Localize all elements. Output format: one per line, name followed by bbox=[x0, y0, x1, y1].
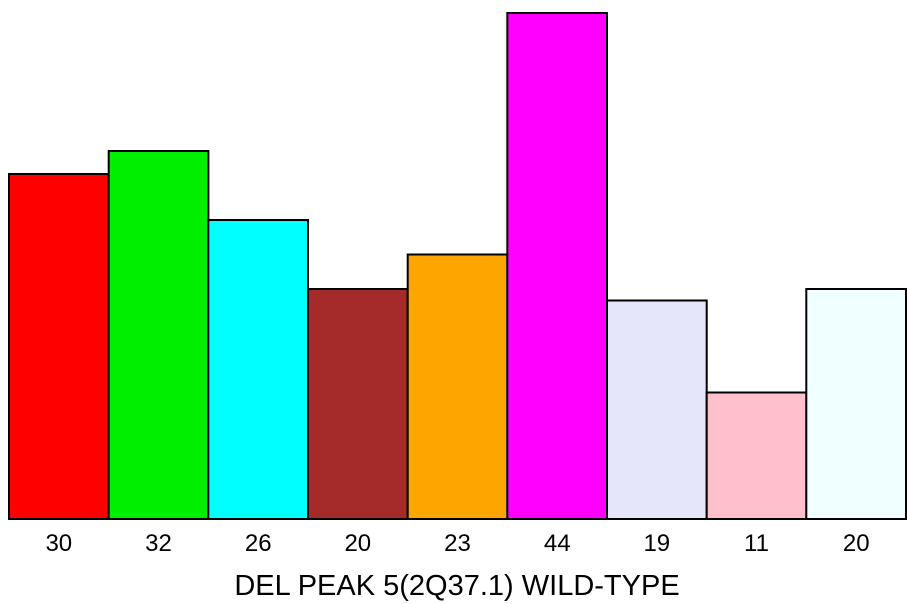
x-tick-label-7: 19 bbox=[643, 530, 670, 557]
bar-5 bbox=[406, 253, 509, 520]
bar-3 bbox=[207, 219, 309, 520]
x-axis-title: DEL PEAK 5(2Q37.1) WILD-TYPE bbox=[234, 570, 679, 602]
x-tick-label-3: 26 bbox=[245, 530, 272, 557]
bar-2 bbox=[107, 150, 210, 520]
bar-8 bbox=[705, 391, 808, 520]
x-tick-label-8: 11 bbox=[744, 530, 769, 557]
x-tick-label-4: 20 bbox=[344, 530, 371, 557]
bar-7 bbox=[606, 299, 708, 520]
bar-1 bbox=[8, 173, 110, 520]
x-tick-labels: 30 32 26 20 23 44 19 11 20 bbox=[45, 530, 869, 557]
x-tick-label-2: 32 bbox=[145, 530, 172, 557]
x-tick-label-9: 20 bbox=[843, 530, 870, 557]
x-tick-label-5: 23 bbox=[444, 530, 471, 557]
bar-4 bbox=[307, 288, 409, 520]
bar-9 bbox=[805, 288, 907, 520]
x-tick-label-1: 30 bbox=[45, 530, 72, 557]
x-tick-label-6: 44 bbox=[544, 530, 571, 557]
bars-layer bbox=[8, 12, 907, 520]
bar-6 bbox=[506, 12, 608, 520]
